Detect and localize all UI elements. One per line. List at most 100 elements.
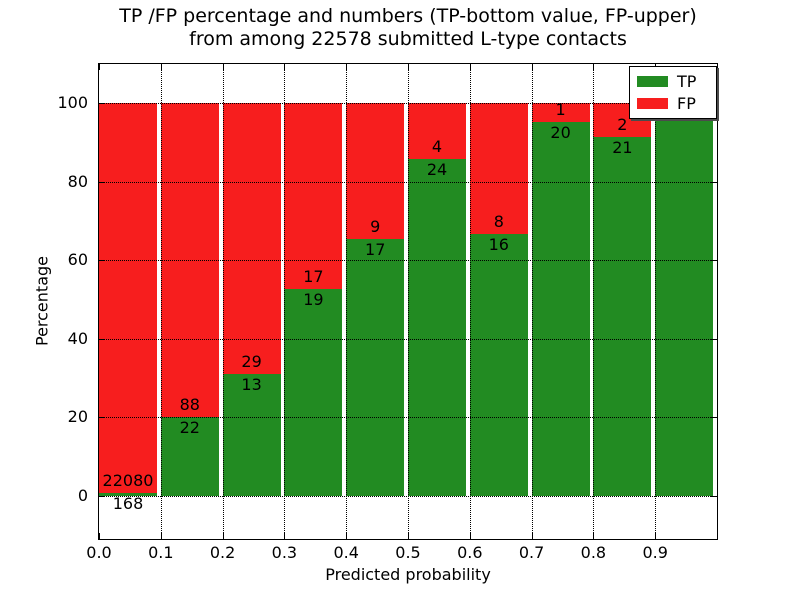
bar-segment-tp [160, 417, 219, 496]
plot-area: 22080168882229131719917424816120221020 [98, 63, 718, 540]
grid-line-v [469, 64, 471, 539]
x-axis-tick [99, 533, 100, 539]
bar-label-tp: 13 [241, 375, 262, 395]
bar-segment-fp [469, 103, 528, 237]
y-tick-label: 0 [77, 485, 88, 505]
chart-title-line2: from among 22578 submitted L-type contac… [189, 28, 627, 50]
bar-label-fp: 22080 [102, 470, 154, 490]
y-axis-tick [711, 417, 717, 419]
legend-entry-tp: TP [637, 73, 709, 90]
bar-label-fp: 4 [431, 137, 443, 157]
bar-segment-tp [531, 121, 590, 496]
x-axis-tick [222, 533, 224, 539]
y-axis-tick [711, 495, 717, 497]
x-axis-tick [469, 533, 471, 539]
bar-label-tp: 19 [303, 289, 324, 309]
axis-ticks-layer [99, 64, 717, 539]
x-axis-tick [160, 533, 162, 539]
chart-title-line1: TP /FP percentage and numbers (TP-bottom… [119, 5, 697, 27]
bar-label-tp: 16 [488, 235, 509, 255]
x-tick-label: 0.3 [271, 543, 298, 562]
bar-segment-fp [284, 103, 343, 291]
bar-label-fp: 2 [617, 115, 628, 135]
bar-label-fp: 1 [555, 99, 566, 119]
x-tick-label: 0.9 [642, 543, 668, 562]
bar-label-fp: 8 [493, 212, 504, 232]
bar-label-tp: 22 [179, 418, 200, 438]
legend: TP FP [629, 66, 717, 119]
y-axis-tick [711, 181, 717, 183]
x-axis-tick [284, 64, 286, 70]
bar-label-fp: 29 [241, 352, 262, 372]
grid-layer [99, 64, 717, 539]
bar-segment-tp [469, 234, 528, 496]
bar-label-tp: 21 [612, 138, 633, 158]
grid-line-v [408, 64, 409, 539]
x-axis-tick [408, 533, 409, 539]
y-axis-tick [99, 103, 105, 105]
y-axis-tick [99, 495, 105, 497]
x-tick-label: 0.8 [580, 543, 607, 562]
grid-line-v [593, 64, 595, 539]
bar-label-fp: 17 [303, 266, 324, 286]
y-tick-label: 60 [67, 250, 88, 270]
x-tick-label: 0.4 [333, 543, 359, 562]
bar-segment-tp [222, 374, 281, 496]
y-axis-tick [711, 260, 717, 262]
x-tick-label: 0.6 [457, 543, 483, 562]
grid-line-v [531, 64, 533, 539]
y-axis-tick [99, 260, 105, 262]
y-axis-tick [99, 338, 105, 340]
bar-segment-tp [408, 159, 466, 496]
y-tick-label: 40 [67, 328, 88, 348]
x-axis-tick [222, 64, 224, 70]
x-axis-tick [160, 64, 162, 70]
x-axis-tick [655, 533, 657, 539]
grid-line-v [655, 64, 657, 539]
x-axis-tick [593, 64, 595, 70]
x-tick-label: 0.1 [148, 543, 174, 562]
bar-label-tp: 20 [550, 122, 571, 142]
x-tick-label: 0.5 [395, 543, 421, 562]
x-tick-label: 0.2 [209, 543, 236, 562]
x-axis-tick [99, 64, 100, 70]
legend-swatch-fp-icon [637, 97, 668, 109]
bar-label-tp: 17 [365, 240, 386, 260]
legend-label-tp: TP [677, 72, 697, 92]
bar-segment-fp [160, 103, 219, 420]
y-tick-label: 100 [57, 93, 88, 113]
grid-line-v [160, 64, 162, 539]
x-axis-tick [408, 64, 409, 70]
grid-line-v [284, 64, 286, 539]
bar-segment-fp [99, 103, 157, 495]
bar-segment-fp [346, 103, 405, 242]
bar-segment-tp [593, 137, 652, 496]
y-tick-label: 80 [67, 171, 88, 191]
bar-label-tp: 24 [426, 160, 448, 180]
x-axis-tick [531, 64, 533, 70]
x-axis-tick [593, 533, 595, 539]
legend-swatch-tp-icon [637, 76, 668, 88]
bar-segment-fp [222, 103, 281, 377]
x-axis-tick [284, 533, 286, 539]
bar-label-fp: 9 [370, 217, 381, 237]
bar-segment-tp [346, 239, 405, 496]
legend-label-fp: FP [677, 93, 696, 113]
bar-segment-tp [284, 288, 343, 496]
bar-segment-tp [655, 103, 714, 496]
x-tick-label: 0.0 [86, 543, 112, 562]
bar-segment-tp [99, 492, 157, 496]
x-tick-label: 0.7 [518, 543, 545, 562]
x-axis-tick [346, 533, 348, 539]
chart-title: TP /FP percentage and numbers (TP-bottom… [98, 5, 718, 51]
x-axis-title: Predicted probability [325, 565, 491, 584]
legend-entry-fp: FP [637, 95, 709, 112]
x-axis-tick [469, 64, 471, 70]
bar-label-tp: 168 [112, 493, 144, 513]
x-axis-tick [531, 533, 533, 539]
y-axis-tick [99, 181, 105, 183]
grid-line-v [346, 64, 348, 539]
y-tick-label: 20 [67, 407, 88, 427]
x-axis-tick [346, 64, 348, 70]
